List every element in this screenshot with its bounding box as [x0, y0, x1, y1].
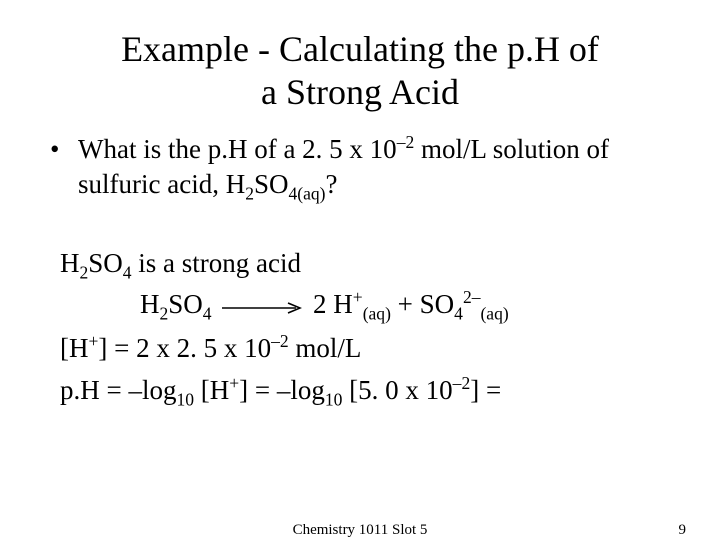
l2s5: (aq): [480, 304, 508, 324]
q-text-4: ?: [325, 169, 337, 199]
l2s2: 4: [203, 304, 212, 324]
title-line-1: Example - Calculating the p.H of: [121, 29, 599, 69]
l4s1: 10: [176, 389, 194, 409]
solution-line-2: H2SO4 2 H+(aq) + SO42–(aq): [140, 284, 670, 328]
l1b: SO: [88, 248, 123, 278]
solution-line-1: H2SO4 is a strong acid: [60, 243, 670, 285]
l2b: SO: [168, 289, 203, 319]
solution-block: H2SO4 is a strong acid H2SO4 2 H+(aq) + …: [60, 243, 670, 412]
l4b: [H: [194, 375, 229, 405]
l1s2: 4: [123, 262, 132, 282]
q-sub-2: 4(aq): [288, 184, 325, 204]
l3p1: +: [89, 331, 99, 351]
q-text-1: What is the p.H of a 2. 5 x 10: [78, 134, 397, 164]
bullet-item: • What is the p.H of a 2. 5 x 10–2 mol/L…: [50, 132, 670, 202]
l3a: [H: [60, 333, 89, 363]
l4d: [5. 0 x 10: [342, 375, 452, 405]
l4a: p.H = –log: [60, 375, 176, 405]
l2s3: (aq): [363, 304, 391, 324]
l4p2: –2: [453, 373, 471, 393]
l2c: 2 H: [313, 289, 353, 319]
bullet-text: What is the p.H of a 2. 5 x 10–2 mol/L s…: [78, 132, 670, 202]
l2s4: 4: [454, 304, 463, 324]
l1a: H: [60, 248, 80, 278]
l3b: ] = 2 x 2. 5 x 10: [98, 333, 271, 363]
slide: Example - Calculating the p.H of a Stron…: [0, 0, 720, 540]
l4s2: 10: [325, 389, 343, 409]
solution-line-4: p.H = –log10 [H+] = –log10 [5. 0 x 10–2]…: [60, 370, 670, 412]
l2s1: 2: [160, 304, 169, 324]
l2d: + SO: [391, 289, 454, 319]
l4c: ] = –log: [239, 375, 325, 405]
page-number: 9: [679, 522, 687, 539]
l1c: is a strong acid: [132, 248, 301, 278]
l2a: H: [140, 289, 160, 319]
slide-title: Example - Calculating the p.H of a Stron…: [50, 28, 670, 114]
bullet-mark: •: [50, 132, 78, 202]
l3p2: –2: [271, 331, 289, 351]
l4p1: +: [229, 373, 239, 393]
l4e: ] =: [470, 375, 501, 405]
q-exp: –2: [397, 132, 415, 152]
solution-line-3: [H+] = 2 x 2. 5 x 10–2 mol/L: [60, 328, 670, 370]
l2p1: +: [353, 287, 363, 307]
title-line-2: a Strong Acid: [261, 72, 459, 112]
l1s1: 2: [80, 262, 89, 282]
footer-center: Chemistry 1011 Slot 5: [0, 522, 720, 539]
l2p2: 2–: [463, 287, 481, 307]
q-text-3: SO: [254, 169, 289, 199]
q-sub-1: 2: [245, 184, 254, 204]
l3c: mol/L: [289, 333, 362, 363]
reaction-arrow-icon: [222, 286, 302, 328]
